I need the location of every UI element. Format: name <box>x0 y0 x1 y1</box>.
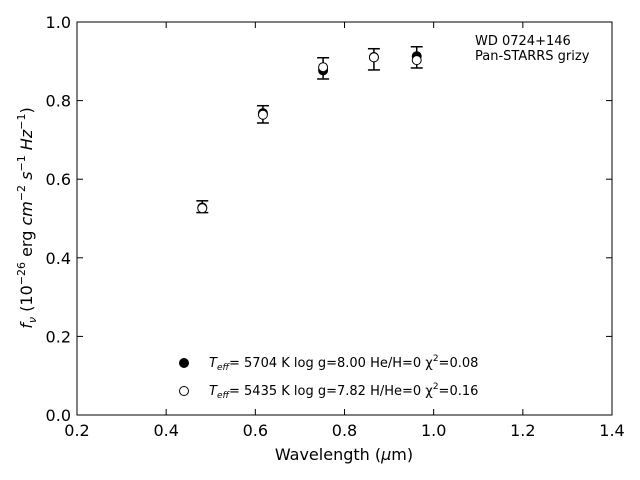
point-model-open <box>368 52 379 63</box>
error-bars <box>196 46 423 214</box>
y-tick-label: 1.0 <box>46 13 71 32</box>
x-tick-label: 0.6 <box>243 421 268 440</box>
annotation-line-2: Pan-STARRS grizy <box>475 49 590 64</box>
x-tick-label: 0.8 <box>332 421 357 440</box>
y-tick-label: 0.2 <box>46 327 71 346</box>
x-axis-label: Wavelength (μm) <box>275 445 413 464</box>
x-tick-label: 1.2 <box>510 421 535 440</box>
x-tick-label: 1.4 <box>599 421 624 440</box>
y-axis-label: fν (10−26 erg cm−2 s−1 Hz−1) <box>15 107 39 328</box>
y-tick-label: 0.8 <box>46 92 71 111</box>
legend-entry-2: Teff= 5435 K log g=7.82 H/He=0 χ2=0.16 <box>209 382 478 401</box>
legend-entry-1: Teff= 5704 K log g=8.00 He/H=0 χ2=0.08 <box>209 354 478 373</box>
legend-marker-open <box>179 386 189 396</box>
annotation-line-1: WD 0724+146 <box>475 34 571 49</box>
legend-marker-filled <box>179 358 189 368</box>
data-points <box>197 51 422 214</box>
x-tick-label: 1.0 <box>421 421 446 440</box>
point-model-open <box>197 203 208 214</box>
x-tick-label: 0.4 <box>153 421 178 440</box>
ticks: 0.2 0.4 0.6 0.8 1.0 1.2 1.40.00.20.40.60.81.0 <box>46 13 625 440</box>
y-tick-label: 0.4 <box>46 249 71 268</box>
y-tick-label: 0.6 <box>46 170 71 189</box>
x-tick-label: 0.2 <box>64 421 89 440</box>
point-model-open <box>257 109 268 120</box>
point-model-open <box>318 62 329 73</box>
point-model-open <box>411 55 422 66</box>
legend: Teff= 5704 K log g=8.00 He/H=0 χ2=0.08 T… <box>179 354 478 401</box>
y-tick-label: 0.0 <box>46 406 71 425</box>
